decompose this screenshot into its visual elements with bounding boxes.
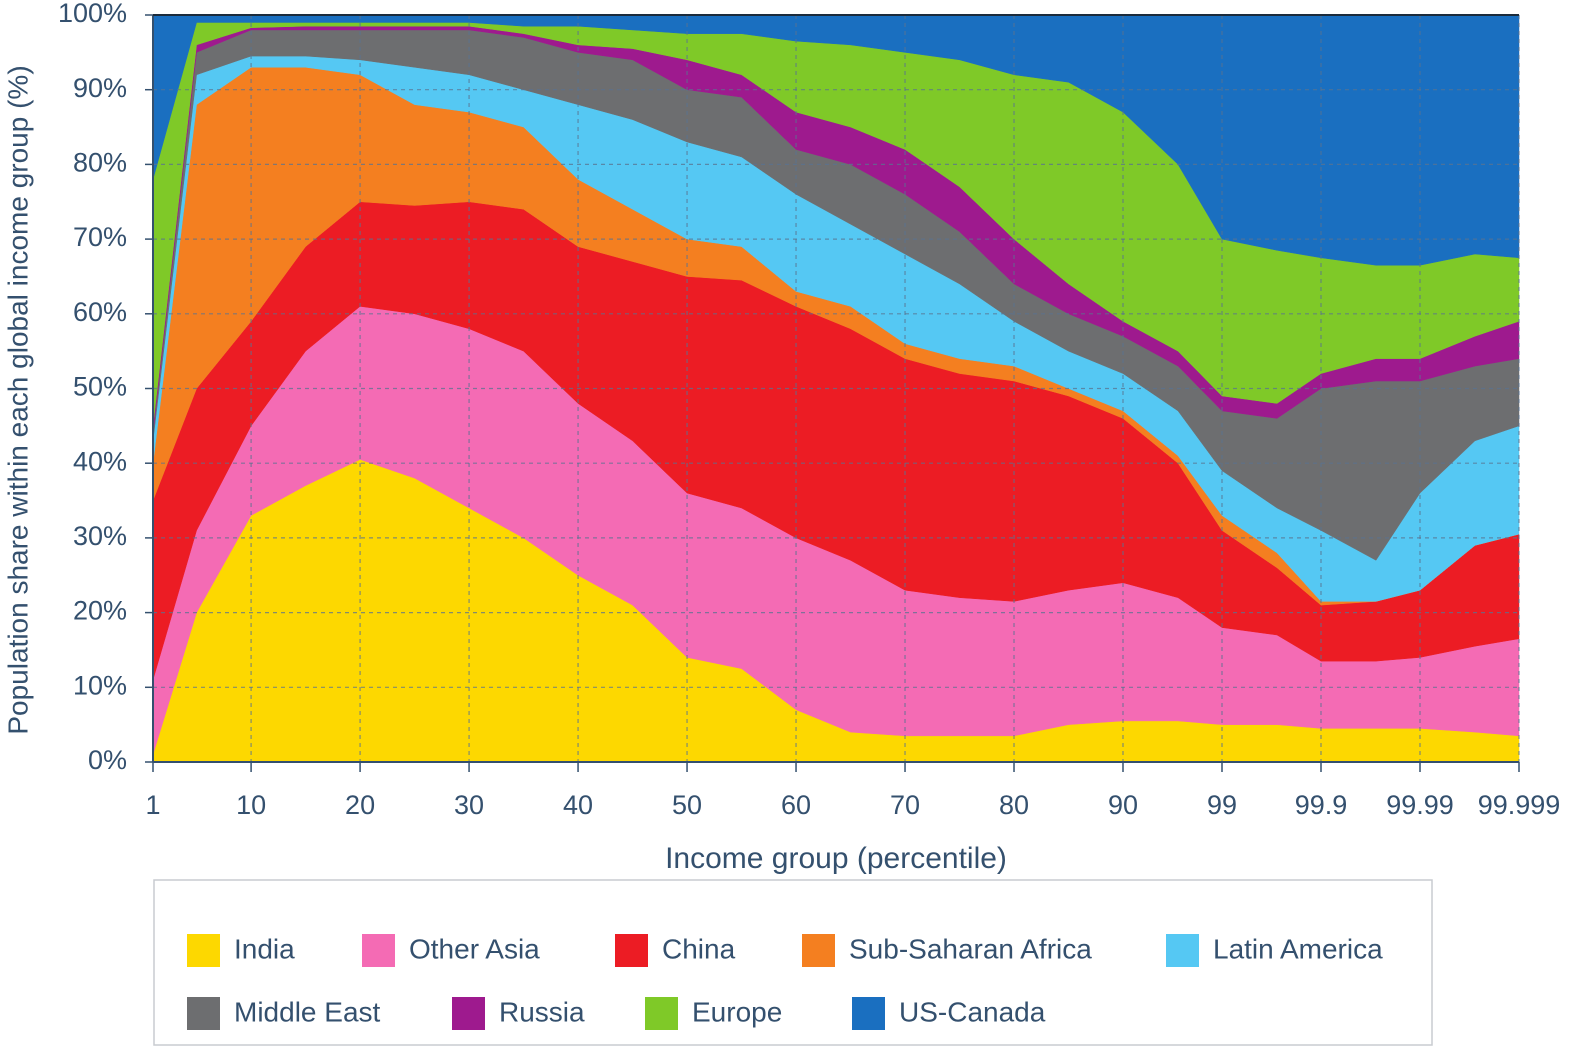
y-axis-label: Population share within each global inco… [2, 65, 33, 734]
legend-swatch [1166, 934, 1199, 967]
y-tick-label: 90% [73, 73, 127, 103]
x-tick-label: 1 [145, 790, 160, 820]
y-tick-label: 10% [73, 670, 127, 700]
x-tick-label: 50 [672, 790, 702, 820]
legend-label: Russia [499, 996, 585, 1027]
x-axis-label: Income group (percentile) [665, 842, 1007, 875]
y-tick-label: 20% [73, 596, 127, 626]
x-tick-label: 70 [890, 790, 920, 820]
legend-label: Latin America [1213, 933, 1383, 964]
legend-label: China [662, 933, 736, 964]
y-tick-label: 100% [58, 0, 127, 28]
legend-swatch [452, 997, 485, 1030]
x-tick-label: 10 [236, 790, 266, 820]
legend-box [153, 879, 1433, 1046]
y-tick-label: 30% [73, 521, 127, 551]
legend-swatch [802, 934, 835, 967]
legend-label: India [234, 933, 295, 964]
y-tick-label: 40% [73, 446, 127, 476]
x-tick-label: 99.9 [1295, 790, 1348, 820]
legend-swatch [645, 997, 678, 1030]
legend-label: Other Asia [409, 933, 540, 964]
y-tick-label: 70% [73, 222, 127, 252]
legend-swatch [187, 934, 220, 967]
x-tick-label: 30 [454, 790, 484, 820]
x-tick-label: 40 [563, 790, 593, 820]
x-tick-label: 99.999 [1478, 790, 1561, 820]
legend-label: Sub-Saharan Africa [849, 933, 1092, 964]
legend-swatch [187, 997, 220, 1030]
y-tick-label: 80% [73, 148, 127, 178]
x-tick-label: 20 [345, 790, 375, 820]
y-tick-label: 50% [73, 372, 127, 402]
legend-label: Europe [692, 996, 782, 1027]
y-tick-label: 0% [88, 745, 127, 775]
legend-label: Middle East [234, 996, 381, 1027]
x-tick-label: 99.99 [1386, 790, 1454, 820]
legend-swatch [852, 997, 885, 1030]
y-tick-label: 60% [73, 297, 127, 327]
legend-label: US-Canada [899, 996, 1046, 1027]
x-tick-label: 90 [1108, 790, 1138, 820]
legend-swatch [362, 934, 395, 967]
x-tick-label: 60 [781, 790, 811, 820]
x-tick-label: 99 [1207, 790, 1237, 820]
x-tick-label: 80 [999, 790, 1029, 820]
legend-swatch [615, 934, 648, 967]
